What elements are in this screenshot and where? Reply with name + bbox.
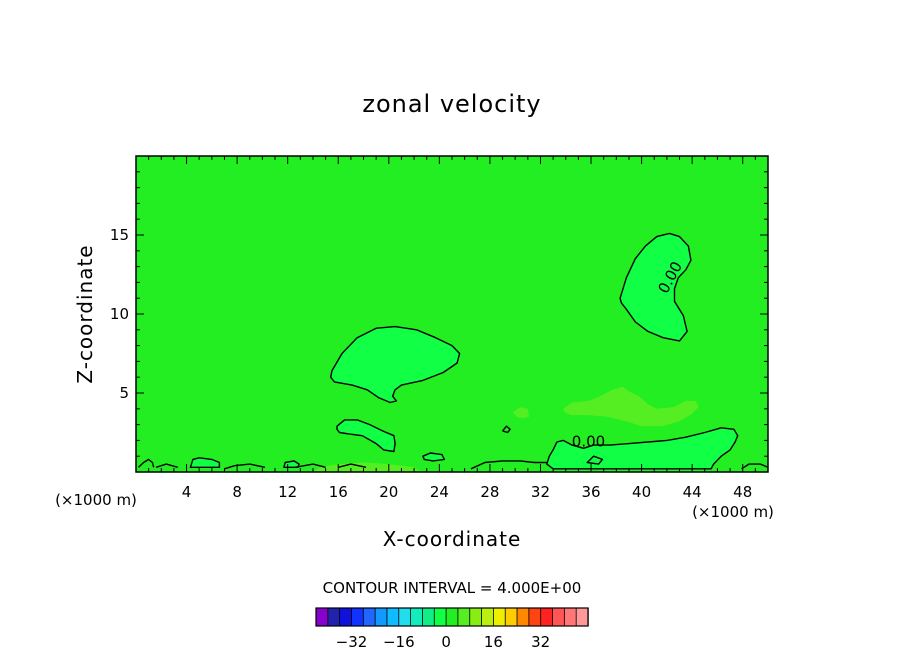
contour-region-bottom-patch-c [422,452,446,462]
colorbar-swatch [469,607,483,627]
contour-region-small-positive-30 [512,407,530,419]
contour-line-3 [295,463,326,468]
contour-region-upper-right-positive [619,232,692,342]
x-tick-label: 12 [278,483,297,501]
contour-region-lower-left-positive [336,419,396,453]
contour-line-7 [741,463,768,470]
colorbar-swatch [540,607,554,627]
y-tick-label: 10 [110,305,129,323]
x-axis-label: X-coordinate [383,527,522,551]
colorbar-swatch [575,607,589,627]
contour-region-bottom-patch-a [189,457,221,468]
y-axis-label: Z-coordinate [73,244,97,383]
colorbar-swatch [362,607,376,627]
x-unit-right: (×1000 m) [692,503,774,521]
x-tick-label: 8 [232,483,242,501]
colorbar-frame [315,607,589,627]
colorbar-swatch [445,607,459,627]
colorbar-swatch [327,607,341,627]
colorbar: −32 −16 0 16 32 [315,607,589,651]
contour-line-6 [502,425,511,434]
x-tick-label: 32 [531,483,550,501]
contour-line-4 [338,463,367,468]
x-tick-label: 28 [480,483,499,501]
x-tick-label: 4 [182,483,192,501]
contour-region-mid-positive [330,325,461,404]
x-tick-label: 20 [379,483,398,501]
contour-label-1: 0.00 [572,432,605,450]
x-tick-label: 16 [329,483,348,501]
colorbar-swatch [457,607,471,627]
contour-line-5 [470,460,547,470]
colorbar-swatch [386,607,400,627]
x-tick-label: 40 [632,483,651,501]
contour-interval-label: CONTOUR INTERVAL = 4.000E+00 [323,579,582,597]
colorbar-swatch [528,607,542,627]
colorbar-tick-label: −32 [336,633,368,651]
x-tick-label: 44 [683,483,702,501]
colorbar-swatch [374,607,388,627]
y-tick-label: 5 [119,384,129,402]
colorbar-swatch [563,607,577,627]
contour-line-0 [138,458,155,468]
colorbar-swatch [481,607,495,627]
colorbar-swatch [433,607,447,627]
colorbar-swatch [492,607,506,627]
colorbar-tick-label: 0 [441,633,451,651]
x-tick-label: 48 [733,483,752,501]
colorbar-swatch [552,607,566,627]
colorbar-swatch [410,607,424,627]
colorbar-tick-label: 16 [484,633,503,651]
colorbar-swatch [422,607,435,627]
colorbar-swatch [339,607,353,627]
x-tick-label: 36 [581,483,600,501]
colorbar-tick-label: −16 [383,633,415,651]
contour-line-1 [155,463,178,468]
chart-title: zonal velocity [362,90,541,118]
x-unit-left: (×1000 m) [55,491,137,509]
colorbar-swatch [351,607,365,627]
contour-region-positive-8-patch [563,386,699,427]
colorbar-swatch [398,607,412,627]
y-tick-label: 15 [110,226,129,244]
colorbar-swatch [504,607,518,627]
contour-region-bottom-patch-d [586,455,604,465]
contour-line-2 [224,463,266,470]
colorbar-swatch [516,607,530,627]
contour-region-bottom-strip [313,462,421,472]
colorbar-tick-label: 32 [531,633,550,651]
x-tick-label: 24 [430,483,449,501]
colorbar-swatch [315,607,329,627]
